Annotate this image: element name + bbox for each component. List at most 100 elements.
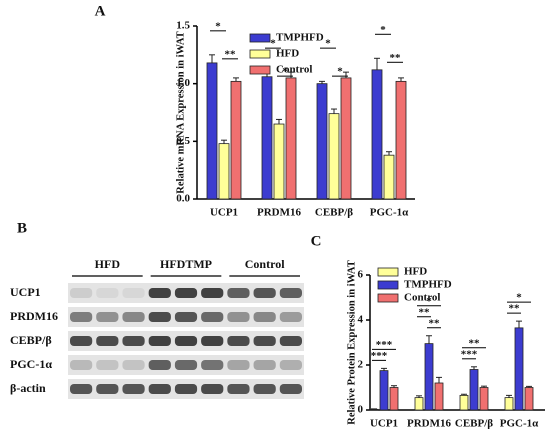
- blot-band: [279, 312, 302, 322]
- legend-swatch: [249, 33, 271, 43]
- blot-band: [148, 360, 171, 370]
- error-bar: [343, 71, 349, 78]
- error-bar: [381, 367, 387, 371]
- bar: [395, 80, 407, 200]
- blot-row-label: PGC-1α: [10, 357, 52, 371]
- error-bar: [436, 376, 442, 383]
- error-bar: [506, 394, 512, 398]
- panel-label: B: [17, 220, 27, 236]
- blot-band: [253, 360, 276, 370]
- blot-row-label: PRDM16: [10, 309, 58, 323]
- blot-band: [253, 336, 276, 346]
- blot-band: [227, 336, 250, 346]
- y-axis-label: Relative mRNA Expression in iWAT: [175, 31, 186, 193]
- error-bar: [481, 385, 487, 388]
- blot-band: [148, 312, 171, 322]
- legend-label: TMPHFD: [404, 279, 452, 291]
- significance-label: *: [516, 292, 522, 304]
- legend-swatch: [377, 293, 399, 303]
- y-axis-label: Relative Protein Expression in iWAT: [346, 260, 357, 425]
- bar: [383, 154, 395, 200]
- blot-band: [148, 384, 171, 394]
- error-bar: [391, 385, 397, 388]
- blot-row-label: β-actin: [10, 381, 46, 395]
- blot-band: [70, 384, 93, 394]
- y-tick-label: 6: [358, 269, 364, 281]
- blot-band: [96, 312, 119, 322]
- x-tick-label: PGC-1α: [370, 207, 409, 219]
- blot-band: [174, 384, 198, 394]
- bar: [340, 77, 352, 200]
- error-bar: [288, 71, 294, 78]
- blot-group-label: Control: [245, 257, 285, 271]
- significance-label: *: [337, 66, 343, 78]
- blot-band: [279, 288, 302, 298]
- error-bar: [276, 118, 282, 125]
- error-bar: [526, 385, 532, 388]
- y-tick-label: 0.0: [176, 193, 190, 205]
- x-tick-label: UCP1: [370, 418, 398, 430]
- blot-band: [201, 288, 224, 298]
- bar: [261, 76, 273, 200]
- blot-band: [148, 288, 171, 298]
- bar: [371, 69, 383, 200]
- blot-band: [227, 288, 250, 298]
- panel-label: C: [311, 233, 322, 249]
- bar: [469, 369, 479, 411]
- blot-band: [122, 384, 145, 394]
- blot-band: [70, 312, 93, 322]
- blot-row-label: UCP1: [10, 285, 41, 299]
- bar: [285, 77, 297, 200]
- bar: [514, 327, 524, 411]
- legend-swatch: [377, 267, 399, 277]
- x-tick-label: CEBP/β: [455, 418, 493, 430]
- blot-band: [253, 312, 276, 322]
- significance-label: ***: [461, 348, 478, 360]
- bar: [424, 343, 434, 411]
- x-tick-label: CEBP/β: [315, 207, 353, 219]
- error-bar: [374, 57, 380, 70]
- significance-label: **: [429, 317, 441, 329]
- significance-label: *: [426, 295, 432, 307]
- blot-band: [174, 288, 198, 298]
- significance-label: ***: [376, 339, 393, 351]
- error-bar: [221, 139, 227, 144]
- blot-band: [174, 336, 198, 346]
- blot-band: [253, 288, 276, 298]
- significance-label: **: [509, 303, 521, 315]
- bar: [414, 397, 424, 411]
- blot-group-label: HFD: [95, 257, 121, 271]
- error-bar: [319, 80, 325, 84]
- y-tick-label: 2: [358, 359, 364, 371]
- x-tick-label: UCP1: [210, 207, 238, 219]
- bar: [504, 397, 514, 411]
- legend-label: Control: [404, 292, 440, 304]
- blot-band: [227, 312, 250, 322]
- significance-label: *: [270, 38, 276, 50]
- error-bar: [331, 108, 337, 114]
- bar: [389, 387, 399, 411]
- y-tick-label: 1.0: [176, 77, 190, 89]
- bar: [218, 143, 230, 200]
- error-bar: [233, 77, 239, 82]
- bar: [369, 408, 379, 411]
- x-tick-label: PGC-1α: [500, 418, 539, 430]
- error-bar: [398, 77, 404, 82]
- y-tick-label: 4: [358, 314, 364, 326]
- bar: [459, 394, 469, 411]
- significance-label: *: [325, 38, 331, 50]
- blot-band: [174, 312, 198, 322]
- blot-group-label: HFDTMP: [160, 257, 212, 271]
- blot-band: [174, 360, 198, 370]
- bar: [230, 80, 242, 200]
- blot-row-label: CEBP/β: [10, 333, 52, 347]
- blot-band: [96, 336, 119, 346]
- blot-band: [201, 312, 224, 322]
- significance-label: **: [225, 48, 237, 60]
- blot-band: [227, 360, 250, 370]
- bar: [206, 62, 218, 200]
- significance-label: **: [419, 306, 431, 318]
- error-bar: [386, 151, 392, 156]
- error-bar: [426, 335, 432, 344]
